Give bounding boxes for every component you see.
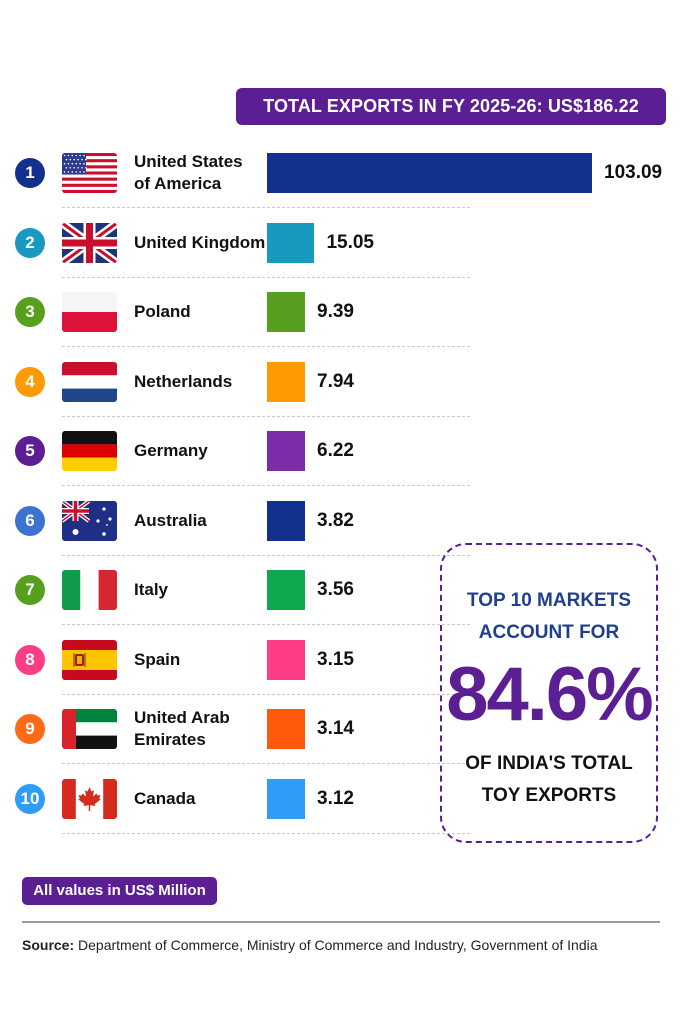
row-separator <box>62 276 470 278</box>
flag-uae-icon <box>62 709 117 749</box>
chart-row: 9 United Arab Emirates 3.14 <box>0 708 683 749</box>
row-separator <box>62 207 470 208</box>
bar <box>267 222 315 263</box>
value-label: 7.94 <box>317 370 354 392</box>
bar <box>267 500 305 541</box>
flag-australia-icon <box>62 500 117 541</box>
rank-badge: 10 <box>15 783 45 814</box>
value-label: 6.22 <box>317 440 354 461</box>
flag-italy-icon <box>62 570 117 610</box>
bar <box>267 778 305 819</box>
chart-row: 6 Australia 3.82 <box>0 500 683 541</box>
rank-badge: 5 <box>15 436 45 466</box>
chart-row: 1 United States of America 103.09 <box>0 152 683 193</box>
callout-bottom-text: OF INDIA'S TOTAL TOY EXPORTS <box>442 748 656 812</box>
source-text: Department of Commerce, Ministry of Comm… <box>74 937 598 953</box>
row-separator <box>62 763 470 764</box>
bar <box>267 709 305 749</box>
rank-badge: 1 <box>15 158 45 188</box>
source-label: Source: <box>22 937 75 953</box>
country-label: Australia <box>134 510 207 530</box>
flag-poland-icon <box>62 292 117 332</box>
row-separator <box>62 624 470 625</box>
summary-callout: TOP 10 MARKETS ACCOUNT FOR 84.6% OF INDI… <box>440 543 658 843</box>
value-label: 3.56 <box>317 579 354 600</box>
chart-row: 3 Poland 9.39 <box>0 292 683 332</box>
chart-row: 8 Spain 3.15 <box>0 639 683 680</box>
bar <box>267 570 305 610</box>
value-label: 3.14 <box>317 718 354 739</box>
rank-badge: 7 <box>15 575 45 605</box>
country-label: United States of America <box>134 152 243 193</box>
value-label: 15.05 <box>326 231 374 253</box>
callout-bottom-line-2: TOY EXPORTS <box>481 785 617 806</box>
bar <box>267 292 305 332</box>
rank-badge: 9 <box>15 714 45 744</box>
country-label: United Arab Emirates <box>134 708 230 749</box>
rank-badge: 6 <box>15 505 45 536</box>
callout-top-text: TOP 10 MARKETS ACCOUNT FOR <box>442 585 656 649</box>
row-separator <box>62 485 470 486</box>
bar <box>267 361 305 402</box>
value-label: 103.09 <box>604 162 663 183</box>
flag-canada-icon <box>62 778 117 819</box>
footer-divider <box>22 921 660 923</box>
country-label: Poland <box>134 302 191 321</box>
value-label: 3.15 <box>317 648 354 670</box>
value-label: 3.12 <box>317 787 354 809</box>
row-separator <box>62 832 470 834</box>
bar <box>267 639 305 680</box>
source-note: Source: Department of Commerce, Ministry… <box>22 934 642 957</box>
country-label: Canada <box>134 788 196 808</box>
flag-netherlands-icon <box>62 361 117 402</box>
row-separator <box>62 346 470 347</box>
value-label: 9.39 <box>317 301 354 322</box>
flag-spain-icon <box>62 639 117 680</box>
callout-top-line-2: ACCOUNT FOR <box>478 622 620 643</box>
row-separator <box>62 554 470 556</box>
units-note: All values in US$ Million <box>22 877 217 905</box>
callout-percent: 84.6% <box>446 652 654 737</box>
country-label: Italy <box>134 580 169 599</box>
flag-germany-icon <box>62 431 117 471</box>
country-label: Spain <box>134 649 181 669</box>
bar <box>267 431 305 471</box>
bar <box>267 153 592 193</box>
chart-row: 10 Canada 3.12 <box>0 778 683 819</box>
total-exports-banner: TOTAL EXPORTS IN FY 2025-26: US$186.22 M… <box>236 88 666 153</box>
callout-top-line-1: TOP 10 MARKETS <box>466 590 631 611</box>
rank-badge: 3 <box>15 297 45 327</box>
country-label: United Kingdom <box>134 232 266 252</box>
value-label: 3.82 <box>317 509 354 531</box>
chart-row: 7 Italy 3.56 <box>0 570 683 610</box>
flag-usa-icon <box>62 153 117 193</box>
chart-row: 5 Germany 6.22 <box>0 431 683 471</box>
rank-badge: 2 <box>15 227 45 258</box>
row-separator <box>62 693 470 695</box>
callout-bottom-line-1: OF INDIA'S TOTAL <box>465 753 633 774</box>
country-label: Netherlands <box>134 371 233 391</box>
row-separator <box>62 415 470 417</box>
rank-badge: 4 <box>15 366 45 397</box>
chart-row: 4 Netherlands 7.94 <box>0 361 683 402</box>
chart-row: 2 United Kingdom 15.05 <box>0 222 683 263</box>
rank-badge: 8 <box>15 644 45 675</box>
country-label: Germany <box>134 441 208 460</box>
flag-uk-icon <box>62 222 117 263</box>
